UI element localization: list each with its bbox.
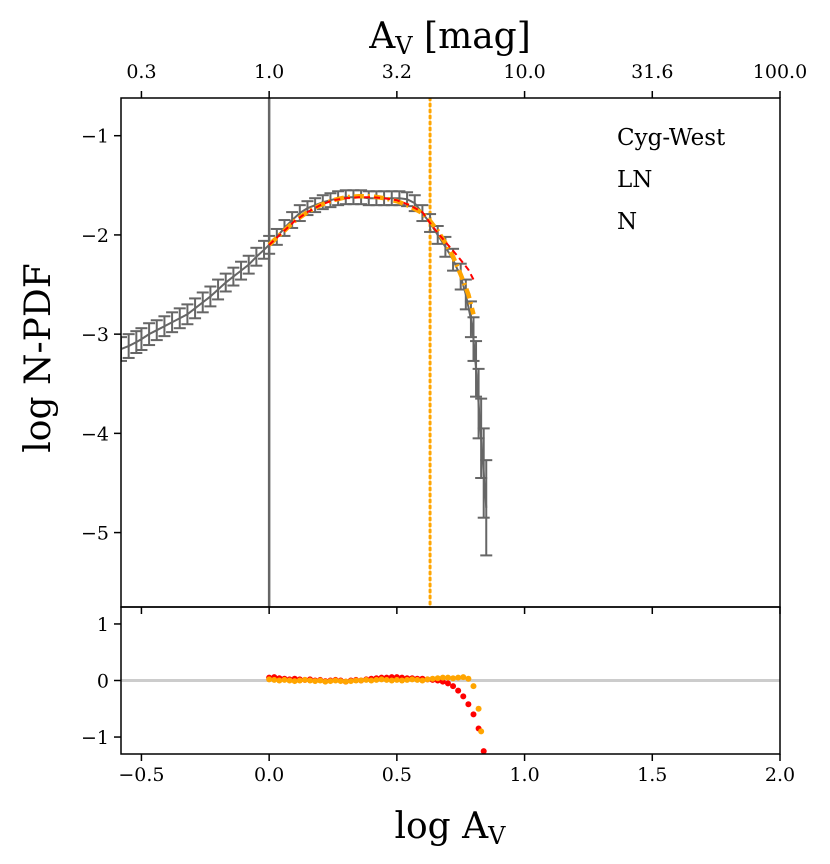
residual-point-1-25: [393, 676, 400, 683]
residual-point-1-26: [398, 677, 405, 684]
residual-point-1-10: [317, 677, 324, 684]
x-tick-label-2: 0.5: [382, 764, 412, 786]
x-tick-label-0: −0.5: [118, 764, 164, 786]
residual-point-1-16: [347, 678, 354, 685]
residual-point-1-5: [291, 678, 298, 685]
residual-point-1-19: [363, 676, 370, 683]
residual-point-1-33: [434, 675, 441, 682]
residual-point-1-35: [444, 674, 451, 681]
residual-point-1-11: [322, 678, 329, 685]
top-axis-title: AV [mag]: [368, 16, 531, 60]
res-y-tick-label-0: 1: [97, 614, 109, 636]
residual-point-1-3: [281, 676, 288, 683]
residual-point-1-39: [465, 675, 472, 682]
x-axis-title: log AV: [394, 806, 506, 850]
residual-point-0-39: [465, 701, 472, 708]
residual-point-1-12: [327, 678, 334, 685]
residual-point-0-40: [470, 711, 477, 718]
y-axis-title: log N-PDF: [18, 263, 59, 452]
residual-point-1-4: [286, 677, 293, 684]
residual-point-0-38: [460, 693, 467, 700]
x-tick-label-3: 1.0: [509, 764, 539, 786]
residual-point-1-32: [429, 675, 436, 682]
residual-point-1-29: [414, 676, 421, 683]
residual-point-1-9: [312, 678, 319, 685]
top-tick-label-4: 31.6: [631, 61, 673, 83]
top-tick-label-5: 100.0: [753, 61, 807, 83]
residual-point-1-13: [332, 677, 339, 684]
residual-point-1-21: [373, 676, 380, 683]
residual-point-1-18: [358, 677, 365, 684]
annotation-0: Cyg-West: [617, 125, 726, 151]
top-tick-label-3: 10.0: [503, 61, 545, 83]
residual-panel: 1 0 −1 −0.5 0.0 0.5 1.0 1.5 2.0: [81, 606, 795, 786]
residual-point-1-34: [439, 674, 446, 681]
errorbar-series: [121, 189, 493, 557]
residual-point-1-8: [307, 677, 314, 684]
y-tick-label-4: −5: [81, 523, 109, 545]
residual-point-1-17: [352, 677, 359, 684]
residual-point-1-37: [455, 674, 462, 681]
main-panel: −1 −2 −3 −4 −5 0.3 1.0 3.2 10.0 31.6 100.0 Cyg-We…: [81, 61, 807, 608]
residual-point-0-37: [455, 687, 462, 694]
y-tick-label-2: −3: [81, 324, 109, 346]
top-tick-label-0: 0.3: [126, 61, 156, 83]
residual-point-1-1: [271, 676, 278, 683]
residual-point-1-20: [368, 677, 375, 684]
residual-point-0-35: [444, 680, 451, 687]
residual-point-1-2: [276, 677, 283, 684]
top-tick-label-2: 3.2: [382, 61, 412, 83]
fit-line-ln-fit: [267, 193, 476, 315]
residual-point-1-24: [388, 677, 395, 684]
residual-point-1-27: [404, 676, 411, 683]
residual-point-1-6: [296, 677, 303, 684]
y-tick-label-0: −1: [81, 126, 109, 148]
main-panel-frame: [120, 97, 781, 608]
residual-point-1-22: [378, 676, 385, 683]
annotation-1: LN: [617, 167, 652, 193]
res-y-tick-label-2: −1: [81, 727, 109, 749]
y-tick-label-1: −2: [81, 225, 109, 247]
residual-point-1-40: [470, 683, 477, 690]
residual-point-1-42: [478, 728, 485, 735]
residual-point-1-0: [266, 676, 273, 683]
x-tick-label-1: 0.0: [254, 764, 284, 786]
residual-series-1: [266, 674, 485, 735]
residual-point-1-23: [383, 676, 390, 683]
x-tick-label-5: 2.0: [765, 764, 795, 786]
top-tick-label-1: 1.0: [254, 61, 284, 83]
residual-point-1-31: [424, 676, 431, 683]
y-tick-label-3: −4: [81, 423, 109, 445]
res-y-tick-label-1: 0: [97, 671, 109, 693]
residual-point-1-41: [475, 705, 482, 712]
residual-point-1-28: [409, 676, 416, 683]
fit-line-n-fit: [268, 196, 475, 281]
x-tick-label-4: 1.5: [637, 764, 667, 786]
residual-point-1-36: [450, 675, 457, 682]
annotation-2: N: [617, 209, 637, 235]
residual-point-1-7: [301, 676, 308, 683]
residual-point-1-15: [342, 678, 349, 685]
residual-point-0-42: [480, 748, 487, 754]
residual-point-1-30: [419, 677, 426, 684]
residual-point-1-38: [460, 674, 467, 681]
residual-point-0-36: [450, 683, 457, 690]
residual-point-1-14: [337, 678, 344, 685]
residual-series-0: [266, 674, 487, 754]
